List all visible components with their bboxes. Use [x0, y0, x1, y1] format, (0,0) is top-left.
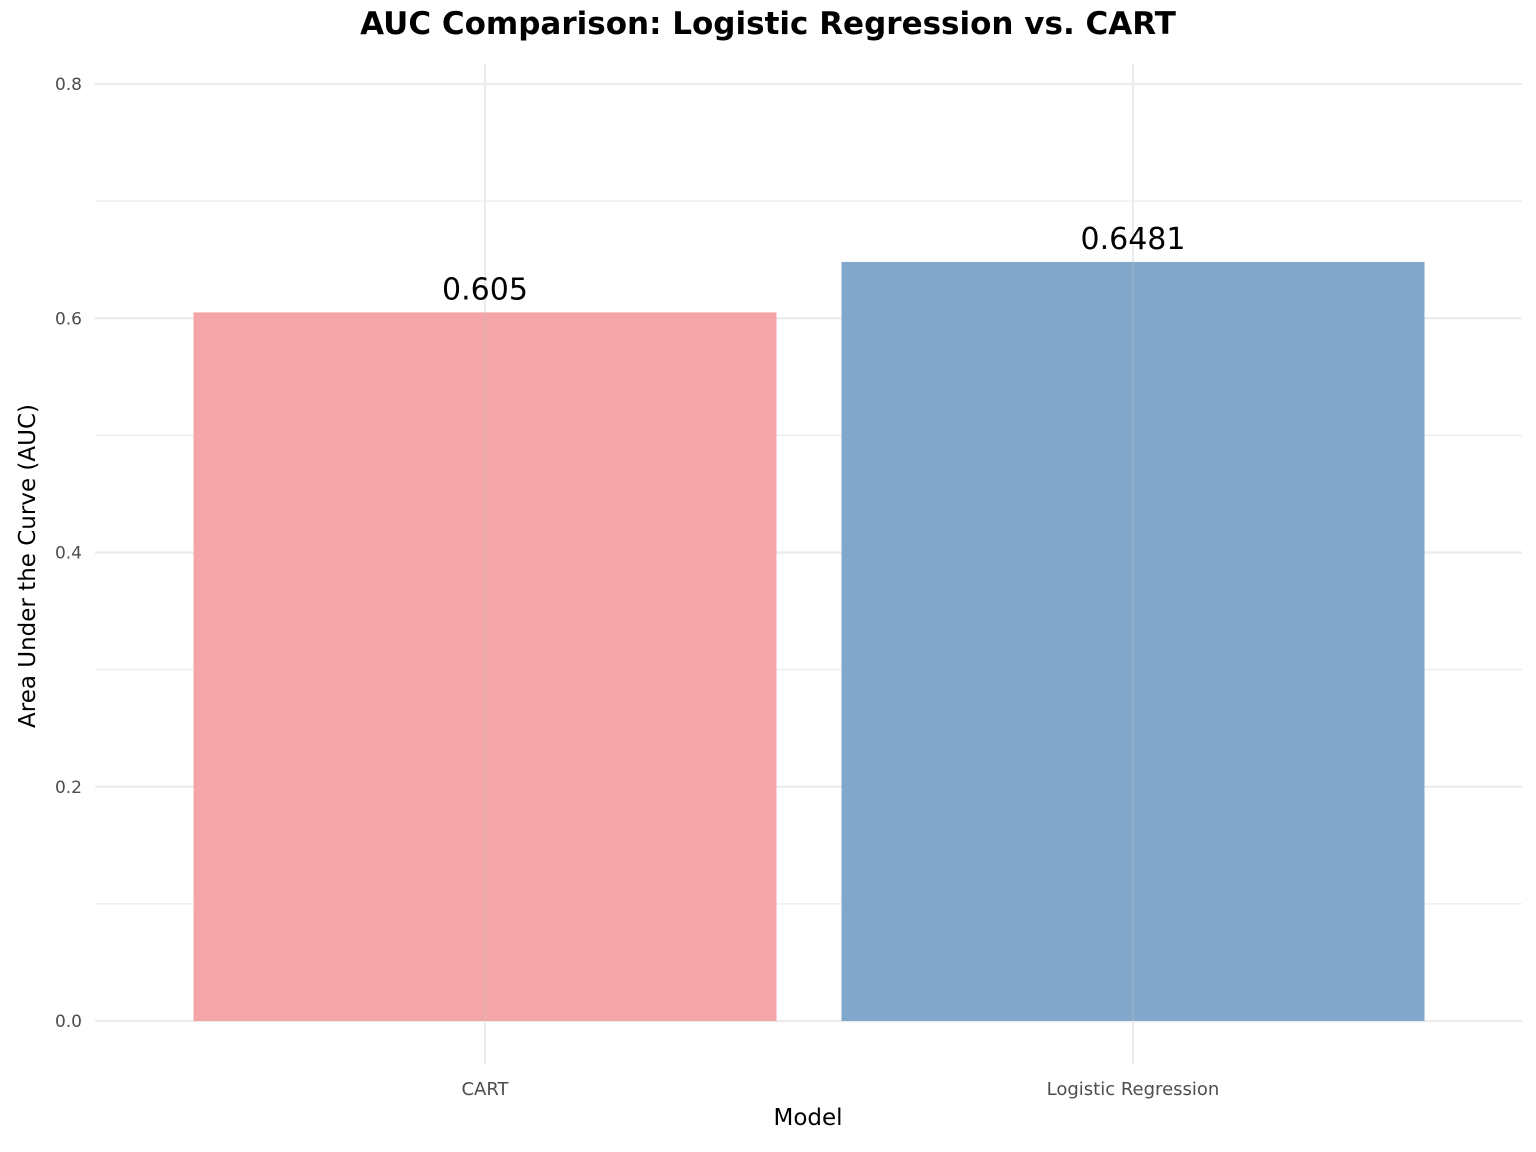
- y-tick-label: 0.4: [55, 544, 82, 564]
- bar-cart: [193, 312, 777, 1021]
- bar-logistic-regression: [841, 261, 1425, 1022]
- chart-title: AUC Comparison: Logistic Regression vs. …: [360, 6, 1176, 42]
- y-tick-label: 0.2: [55, 778, 82, 798]
- x-axis-label: Model: [773, 1105, 843, 1131]
- x-tick-label: CART: [461, 1079, 509, 1100]
- x-tick-label: Logistic Regression: [1047, 1079, 1220, 1100]
- y-tick-label: 0.0: [55, 1012, 82, 1032]
- y-tick-label: 0.8: [55, 75, 82, 95]
- value-label: 0.605: [442, 272, 528, 307]
- value-label: 0.6481: [1081, 222, 1186, 257]
- y-tick-label: 0.6: [55, 309, 82, 329]
